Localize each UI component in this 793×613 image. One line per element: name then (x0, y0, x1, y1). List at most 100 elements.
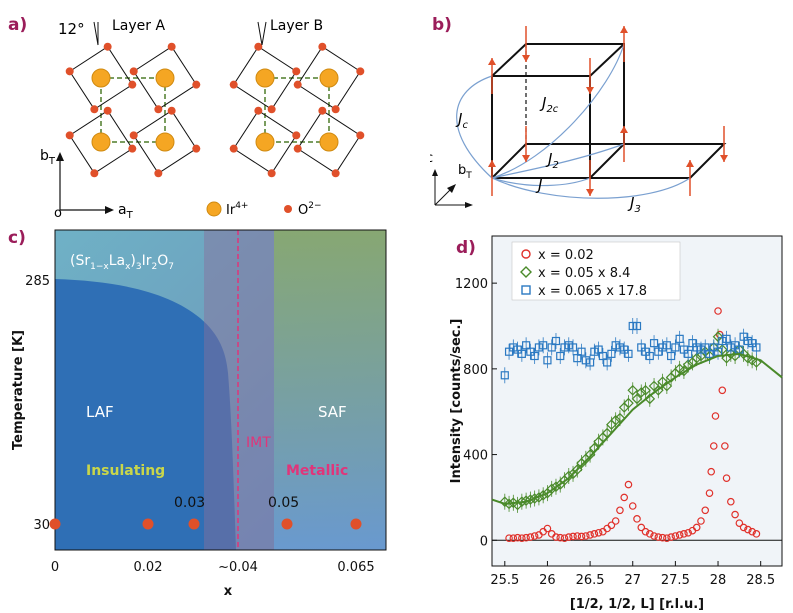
point-x0065 (624, 349, 633, 358)
point-x002 (680, 530, 688, 538)
point-x0065 (620, 345, 629, 354)
point-x0065 (560, 343, 569, 352)
point-x002 (663, 534, 671, 542)
point-x002 (675, 531, 684, 539)
laf-label: LAF (86, 403, 114, 421)
oxygen-atom (331, 105, 340, 114)
point-x002 (701, 506, 710, 515)
oxygen-atom (103, 42, 112, 51)
legend-marker-square (521, 285, 531, 295)
point-x0065 (611, 341, 620, 350)
j-label: J (535, 176, 542, 194)
at-label: aT (118, 202, 134, 221)
point-x0065 (590, 347, 599, 356)
point-x0065 (637, 343, 646, 352)
point-x0065 (632, 321, 642, 331)
panel-c-phase-diagram: (Sr1−xLax)3Ir2O7 LAF SAF IMT Insulating … (11, 229, 387, 599)
point-x0065 (504, 347, 514, 356)
panel-d-chart: 25.5 26 26.5 27 27.5 28 28.5 0 400 800 1200 Intens… (450, 235, 783, 612)
point-x002 (633, 515, 641, 523)
oxygen-atom (154, 105, 163, 114)
point-x002 (739, 523, 748, 532)
cube-hidden-edges (491, 44, 527, 179)
oxygen-atom (128, 144, 137, 153)
o-legend-marker (284, 205, 292, 213)
sample-point-x0 (49, 518, 61, 530)
oxygen-atom (90, 169, 99, 178)
point-x002 (573, 532, 582, 540)
layer-a-lattice (65, 42, 201, 178)
point-x0065 (752, 343, 761, 352)
point-x002 (709, 442, 718, 450)
point-x002 (522, 533, 530, 542)
point-x0065 (607, 349, 616, 358)
point-x002 (667, 533, 675, 541)
at-arrowhead (105, 206, 114, 214)
point-x0065 (739, 332, 748, 341)
oxygen-atom (292, 131, 301, 140)
o-legend-label: O2− (298, 201, 322, 218)
point-x002 (552, 533, 560, 541)
point-x002 (735, 519, 744, 527)
point-x002 (543, 524, 552, 533)
point-x002 (692, 523, 701, 532)
imt-label: IMT (246, 435, 271, 451)
ytick-label: 0 (480, 534, 488, 549)
angle-line-b1 (257, 21, 263, 46)
layer-b-lattice (229, 42, 365, 178)
layer-b-title: Layer B (270, 18, 323, 34)
angle-label: 12° (58, 20, 85, 38)
point-x0065 (709, 343, 718, 352)
oxygen-atom (356, 131, 365, 140)
point-x0065 (696, 345, 706, 354)
oxygen-atom (167, 42, 176, 51)
point-x0065 (692, 343, 701, 352)
oxygen-atom (254, 42, 263, 51)
iridium-atom (319, 68, 339, 88)
point-x002 (707, 467, 716, 476)
spin-arrowhead (522, 55, 530, 62)
point-x0065 (615, 343, 625, 352)
bt-axis-label-b: bT (458, 163, 472, 181)
panel-b-exchange: Jc J2c J2 J J3 c bT (430, 26, 728, 215)
point-x0065 (748, 339, 757, 348)
oxygen-atom (167, 106, 176, 115)
point-x002 (594, 528, 603, 537)
oxygen-atom (318, 106, 327, 115)
point-x002 (718, 386, 727, 395)
point-x0065 (526, 347, 535, 356)
insulating-label: Insulating (86, 463, 165, 479)
point-label-003: 0.03 (174, 495, 205, 511)
oxygen-atom (229, 144, 238, 153)
point-x002 (586, 531, 594, 539)
panel-label-d: d) (456, 238, 476, 258)
point-x002 (671, 532, 680, 540)
bt-arrowhead-b (447, 184, 456, 193)
point-x0065 (577, 347, 586, 356)
point-x002 (569, 532, 577, 541)
point-x0065 (573, 354, 582, 363)
xtick-label: 26 (539, 573, 556, 588)
iridium-atom (319, 132, 339, 152)
point-x0065 (568, 343, 578, 352)
ytick-label: 800 (463, 363, 488, 378)
iridium-atom (155, 68, 175, 88)
panel-a-lattice: 12° Layer A Layer B bT aT o Ir4+ O2− (40, 18, 365, 221)
point-x002 (711, 412, 720, 420)
panel-label-b: b) (432, 15, 452, 35)
xtick-002: 0.02 (134, 560, 163, 575)
point-x002 (530, 532, 539, 540)
legend-entry: x = 0.065 x 17.8 (538, 284, 647, 299)
point-x005 (691, 352, 703, 364)
legend-marker-circle (521, 249, 531, 259)
point-x0065 (500, 371, 509, 380)
oxygen-atom (292, 67, 301, 76)
sample-point-x003 (188, 518, 200, 530)
oxygen-atom (154, 169, 163, 178)
point-x002 (641, 527, 650, 536)
c-arrowhead (432, 169, 438, 176)
chart-xlabel: [1/2, 1/2, L] [r.l.u.] (570, 597, 704, 612)
point-x0065 (598, 351, 607, 361)
spin-arrowhead (586, 87, 594, 94)
a-arrowhead-b (465, 202, 473, 208)
